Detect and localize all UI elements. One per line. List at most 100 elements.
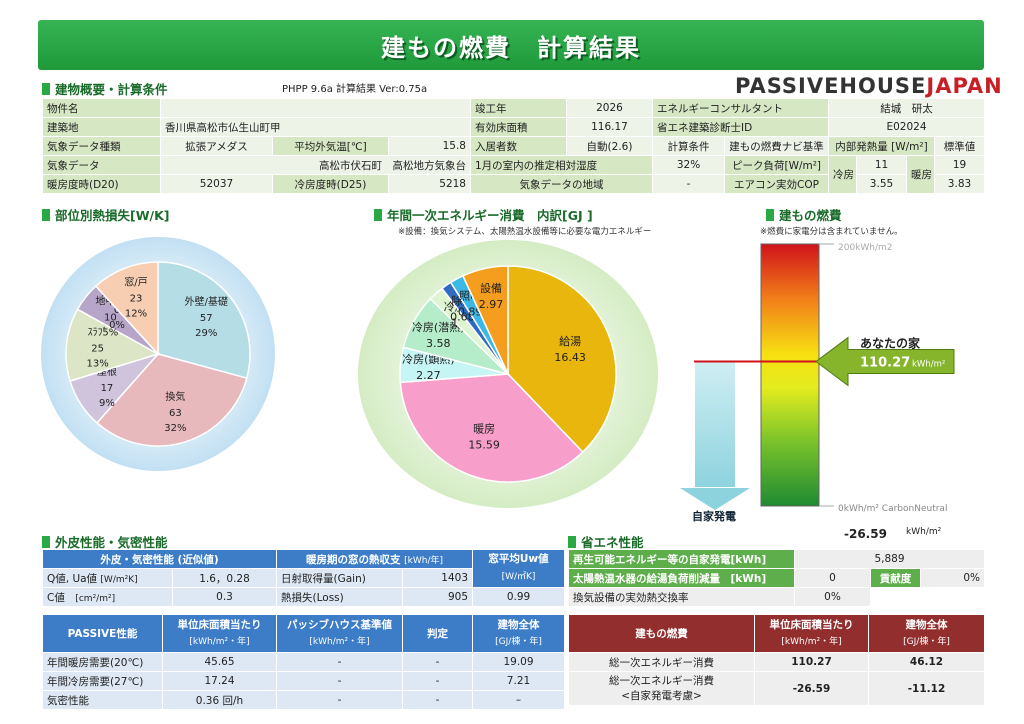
weather-type-value: 拡張アメダス — [160, 136, 273, 156]
occupants-value: 自動(2.6) — [566, 136, 653, 156]
heat-loss-value-1: 63 — [169, 408, 182, 419]
gain-label: 日射取得量(Gain) — [276, 568, 404, 588]
heat-loss-slice-3 — [65, 308, 160, 382]
humidity-label: 1月の室内の推定相対湿度 — [470, 155, 653, 175]
your-house-label: あなたの家 — [860, 336, 921, 351]
saving-heading: 省エネ性能 — [568, 532, 644, 551]
passive-row-total: 19.09 — [472, 652, 565, 672]
fuel-table-h1: 建もの燃費 — [568, 614, 755, 653]
version-text: PHPP 9.6a 計算結果 Ver:0.75a — [282, 84, 428, 95]
q-value: 1.6，0.28 — [171, 568, 278, 588]
passive-row-judge: - — [402, 690, 473, 710]
cdd-label: 冷房度時(D25) — [272, 174, 389, 194]
loss-label: 熱損失(Loss) — [276, 587, 404, 607]
cooling-label: 冷房 — [828, 155, 857, 194]
standard-label: 標準値 — [934, 136, 985, 156]
pv-arrow — [680, 488, 750, 510]
saving-table: 再生可能エネルギー等の自家発電[kWh] 5,889 太陽熱温水器の給湯負荷削減量… — [568, 549, 986, 607]
passive-row-std: - — [276, 652, 403, 672]
fuel-table: 建もの燃費 単位床面積当たり [kWh/m²・年] 建物全体 [GJ/棟・年] 総一次エ… — [568, 614, 985, 706]
heat-loss-label-6: 窓/戸 — [124, 275, 147, 288]
passive-row-unit: 17.24 — [162, 671, 277, 691]
hdd-label: 暖房度時(D20) — [42, 174, 161, 194]
heat-loss-pct-0: 29% — [195, 328, 217, 339]
heating-cop: 3.83 — [934, 174, 985, 194]
heating-peak: 19 — [934, 155, 985, 175]
energy-value-6: 0.89 — [458, 306, 483, 319]
passive-row-judge: - — [402, 652, 473, 672]
fuel-table-h3-unit: [GJ/棟・年] — [903, 637, 950, 647]
location-value: 香川県高松市仏生山町甲 — [160, 117, 471, 137]
heat-loss-pct-4: 5% — [102, 327, 118, 338]
envelope-h2: 暖房期の窓の熱収支 [kWh/年] — [276, 549, 474, 569]
fuel-table-r2-unit: -26.59 — [754, 671, 869, 706]
energy-pie-chart: 給湯16.43暖房15.59冷房(顕熱)2.27冷房(潜熱)3.58冷房1除湿0… — [358, 240, 658, 508]
gauge-min-label: 0kWh/m² CarbonNeutral — [838, 504, 947, 514]
fuel-value: 110.27 — [860, 356, 910, 371]
avg-temp-label: 平均外気温[℃] — [272, 136, 389, 156]
envelope-h2-unit: [kWh/年] — [404, 555, 444, 566]
q-label: Q値, Ua値 — [47, 572, 98, 585]
fuel-table-r2-label1: 総一次エネルギー消費 — [609, 674, 714, 687]
year-label: 竣工年 — [470, 98, 567, 118]
fuel-note: ※燃費に家電分は含まれていません。 — [760, 227, 903, 237]
passive-table: PASSIVE性能 単位床面積当たり [kWh/m²・年] パッシブハウス基準値 [kW… — [42, 614, 565, 710]
heat-loss-slice-0 — [157, 261, 251, 380]
passive-h2: 単位床面積当たり [kWh/m²・年] — [162, 614, 277, 653]
passive-h5-text: 建物全体 — [497, 619, 540, 631]
c-label: C値 — [47, 591, 65, 604]
passive-row-heating: 年間暖房需要(20℃) 45.65- -19.09 — [42, 652, 565, 672]
area-label: 有効床面積 — [470, 117, 567, 137]
weather-label: 気象データ — [42, 155, 161, 175]
humidity-value: 32% — [652, 155, 725, 175]
saving-r3-value: 0% — [794, 587, 871, 607]
passive-row-label: 年間冷房需要(27℃) — [42, 671, 163, 691]
saving-contrib-label: 貢献度 — [870, 568, 921, 588]
fuel-table-r2-label: 総一次エネルギー消費 <自家発電考慮> — [568, 671, 755, 706]
gauge-bar — [760, 243, 820, 507]
passive-h4: 判定 — [402, 614, 473, 653]
heat-loss-value-5: 0 — [114, 305, 120, 316]
heat-loss-heading: 部位別熱損失[W/K] — [42, 205, 169, 224]
overview-heading: 建物概要・計算条件 — [42, 79, 168, 98]
envelope-h1: 外皮・気密性能 (近似値) — [41, 549, 278, 569]
passive-h1: PASSIVE性能 — [42, 614, 163, 653]
fuel-table-h2-text: 単位床面積当たり — [769, 619, 854, 631]
page-title: 建もの燃費 計算結果 — [381, 33, 641, 62]
saving-contrib-value: 0% — [919, 568, 986, 588]
pv-unit: kWh/m² — [906, 527, 942, 537]
heat-loss-value-6: 23 — [130, 293, 143, 304]
energy-note: ※設備：換気システム、太陽熱温水設備等に必要な電力エネルギー — [398, 227, 652, 237]
heat-loss-pct-6: 12% — [125, 308, 147, 319]
energy-value-4: 1 — [451, 316, 458, 329]
occupants-label: 入居者数 — [470, 136, 567, 156]
internal-gain-label: 内部発熱量 [W/m²] — [828, 136, 935, 156]
gain-value: 1403 — [402, 568, 474, 588]
pv-value: -26.59 — [844, 527, 887, 541]
peak-label: ピーク負荷[W/m²] — [724, 155, 829, 175]
navi-label: 建もの燃費ナビ基準 — [724, 136, 829, 156]
title-banner: 建もの燃費 計算結果 — [38, 20, 984, 70]
heat-loss-pct-5: 0% — [109, 320, 125, 331]
saving-r3-label: 換気設備の実効熱交換率 — [568, 587, 795, 607]
energy-value-0: 16.43 — [554, 351, 586, 364]
property-label: 物件名 — [42, 98, 161, 118]
passive-row-unit: 45.65 — [162, 652, 277, 672]
envelope-heading: 外皮性能・気密性能 — [42, 532, 168, 551]
c-unit: [cm²/m²] — [75, 593, 116, 604]
envelope-h2-text: 暖房期の窓の熱収支 — [306, 553, 401, 566]
envelope-h3-unit: [W/㎡K] — [501, 572, 536, 582]
property-value — [160, 98, 471, 118]
calc-cond-label: 計算条件 — [652, 136, 725, 156]
passive-row-std: - — [276, 671, 403, 691]
cooling-peak: 11 — [856, 155, 907, 175]
heat-loss-pct-3: 13% — [86, 359, 108, 370]
cooling-cop: 3.55 — [856, 174, 907, 194]
envelope-h3: 窓平均Uw値 [W/㎡K] — [472, 549, 566, 588]
passive-row-std: - — [276, 690, 403, 710]
fuel-table-r2-label2: <自家発電考慮> — [621, 689, 702, 702]
passive-h5-unit: [GJ/棟・年] — [495, 637, 542, 647]
heat-loss-value-3: 25 — [91, 344, 104, 355]
location-label: 建築地 — [42, 117, 161, 137]
heat-loss-value-2: 17 — [101, 383, 114, 394]
